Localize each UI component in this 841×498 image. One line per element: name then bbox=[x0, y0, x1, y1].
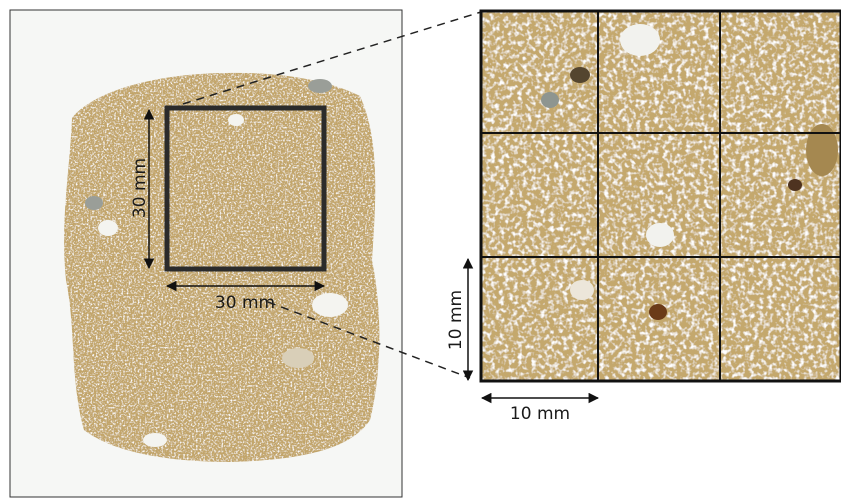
grain bbox=[646, 223, 674, 247]
grains bbox=[85, 79, 348, 447]
grain bbox=[228, 114, 244, 126]
grain bbox=[788, 179, 802, 191]
grain bbox=[282, 348, 314, 368]
selection-box bbox=[164, 105, 327, 272]
grain bbox=[570, 67, 590, 83]
grain bbox=[649, 304, 667, 320]
height-label: 30 mm bbox=[130, 158, 150, 218]
grain bbox=[308, 79, 332, 93]
grain bbox=[620, 24, 660, 56]
detail-frame bbox=[479, 9, 841, 383]
grain bbox=[143, 433, 167, 447]
detail-width-label: 10 mm bbox=[510, 404, 570, 424]
detail-grid bbox=[481, 11, 841, 381]
detail-image bbox=[481, 11, 841, 381]
connector bbox=[182, 11, 482, 105]
grain bbox=[806, 124, 838, 176]
detail-height-label: 10 mm bbox=[446, 290, 466, 350]
connector bbox=[267, 301, 471, 379]
grain bbox=[312, 293, 348, 317]
width-label: 30 mm bbox=[215, 293, 275, 313]
grain bbox=[541, 92, 559, 108]
grain bbox=[85, 196, 103, 210]
detail-grains bbox=[541, 24, 838, 320]
grain bbox=[570, 280, 594, 300]
grain bbox=[98, 220, 118, 236]
